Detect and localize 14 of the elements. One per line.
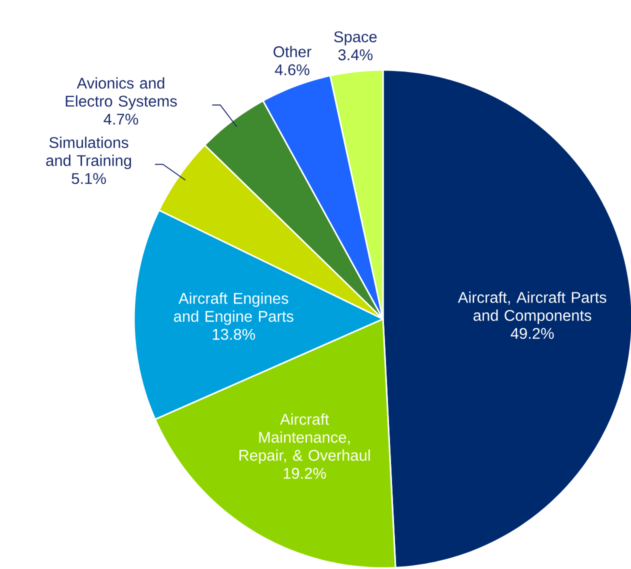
data-label: 49.2%	[510, 328, 554, 339]
slice-label: Space	[334, 31, 377, 46]
data-label: 3.4%	[338, 49, 372, 60]
slice-label: Aircraft Maintenance, Repair, & Overhaul	[239, 413, 370, 464]
data-label: 5.1%	[72, 173, 106, 184]
data-label: 4.7%	[104, 114, 138, 125]
slice-label: Simulations and Training	[46, 136, 132, 170]
slice-label: Aircraft Engines and Engine Parts	[174, 292, 294, 325]
slice-label: Other	[274, 46, 312, 58]
slice-label: Avionics and Electro Systems	[66, 77, 177, 110]
data-label: 19.2%	[284, 468, 326, 479]
data-label: 13.8%	[212, 328, 256, 340]
data-label: 4.6%	[274, 64, 310, 76]
slice-label: Aircraft, Aircraft Parts and Components	[458, 292, 606, 324]
